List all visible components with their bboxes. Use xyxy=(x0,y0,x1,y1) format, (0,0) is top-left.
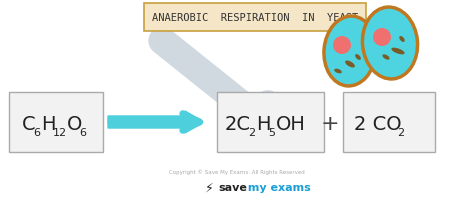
Text: H: H xyxy=(256,114,271,133)
FancyArrow shape xyxy=(108,111,203,133)
Text: 2C: 2C xyxy=(225,114,251,133)
Text: 6: 6 xyxy=(79,127,86,137)
Text: +: + xyxy=(321,113,339,133)
Ellipse shape xyxy=(363,8,418,80)
Text: my exams: my exams xyxy=(244,182,311,192)
Ellipse shape xyxy=(355,55,361,61)
FancyBboxPatch shape xyxy=(144,4,366,32)
FancyBboxPatch shape xyxy=(9,93,103,152)
Text: 5: 5 xyxy=(268,127,275,137)
Circle shape xyxy=(373,29,391,47)
Text: O: O xyxy=(67,114,82,133)
FancyBboxPatch shape xyxy=(343,93,435,152)
Text: 6: 6 xyxy=(33,127,40,137)
Text: 2: 2 xyxy=(248,127,255,137)
Circle shape xyxy=(333,37,351,55)
Ellipse shape xyxy=(399,37,405,43)
Text: Copyright © Save My Exams. All Rights Reserved: Copyright © Save My Exams. All Rights Re… xyxy=(169,168,305,174)
Text: save: save xyxy=(218,182,247,192)
Text: 2 CO: 2 CO xyxy=(354,114,401,133)
Text: C: C xyxy=(22,114,36,133)
Text: 2: 2 xyxy=(397,127,404,137)
Text: H: H xyxy=(41,114,55,133)
Text: ⚡: ⚡ xyxy=(205,181,214,194)
Text: ANAEROBIC  RESPIRATION  IN  YEAST: ANAEROBIC RESPIRATION IN YEAST xyxy=(152,13,358,23)
FancyBboxPatch shape xyxy=(217,93,324,152)
Ellipse shape xyxy=(345,61,355,68)
Ellipse shape xyxy=(392,48,405,55)
Ellipse shape xyxy=(334,69,342,74)
Ellipse shape xyxy=(383,55,390,60)
Text: OH: OH xyxy=(276,114,306,133)
Ellipse shape xyxy=(324,17,376,86)
Text: 12: 12 xyxy=(53,127,67,137)
FancyArrowPatch shape xyxy=(111,114,200,131)
